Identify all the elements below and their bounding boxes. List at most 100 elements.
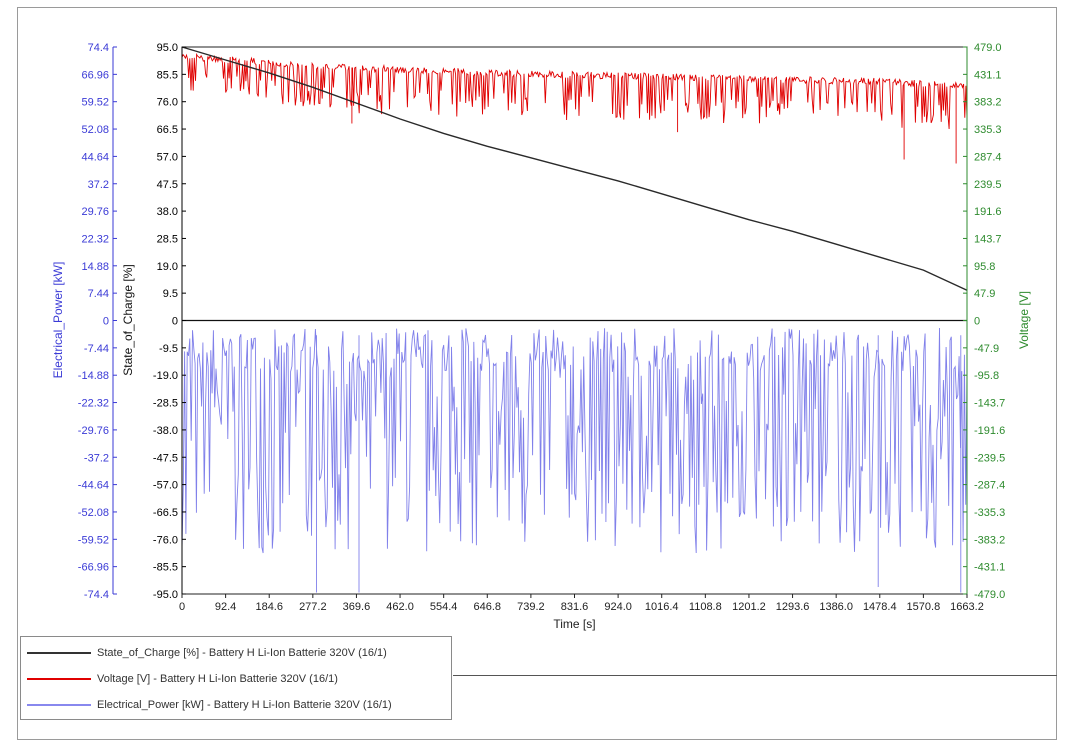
soc-tick-label: 85.5 (157, 69, 178, 81)
axis-power: 74.4 66.96 59.52 52.08 44.64 37.2 29.76 22.32 14… (78, 42, 117, 601)
axis-label-voltage: Voltage [V] (1017, 291, 1031, 349)
legend-item-soc: State_of_Charge [%] - Battery H Li-Ion B… (27, 643, 387, 663)
power-tick-label: 37.2 (88, 179, 109, 191)
voltage-tick-label: 431.1 (974, 69, 1002, 81)
soc-tick-label: -76.0 (153, 534, 178, 546)
power-tick-label: -44.64 (78, 480, 109, 492)
voltage-tick-label: 47.9 (974, 288, 995, 300)
x-tick-label: 369.6 (343, 601, 371, 613)
soc-tick-label: -95.0 (153, 589, 178, 601)
power-tick-label: -59.52 (78, 534, 109, 546)
soc-tick-label: 0 (172, 316, 178, 328)
soc-tick-label: 57.0 (157, 151, 178, 163)
power-line (181, 320, 968, 593)
x-tick-label: 554.4 (430, 601, 458, 613)
voltage-tick-label: 143.7 (974, 233, 1002, 245)
power-tick-label: -66.96 (78, 562, 109, 574)
legend-swatch-soc (27, 652, 91, 654)
x-tick-label: 1386.0 (819, 601, 853, 613)
power-tick-label: -29.76 (78, 425, 109, 437)
power-tick-label: 66.96 (81, 69, 109, 81)
soc-tick-label: -47.5 (153, 452, 178, 464)
x-tick-label: 0 (179, 601, 185, 613)
power-tick-label: 14.88 (81, 261, 109, 273)
legend-item-power: Electrical_Power [kW] - Battery H Li-Ion… (27, 695, 392, 715)
voltage-tick-label: 335.3 (974, 124, 1002, 136)
power-tick-label: 52.08 (81, 124, 109, 136)
soc-tick-label: 9.5 (163, 288, 178, 300)
power-tick-label: -7.44 (84, 343, 109, 355)
voltage-tick-label: 191.6 (974, 206, 1002, 218)
series-state-of-charge (181, 46, 968, 291)
soc-tick-label: 47.5 (157, 179, 178, 191)
voltage-tick-label: -335.3 (974, 507, 1005, 519)
power-tick-label: -14.88 (78, 370, 109, 382)
power-tick-label: 7.44 (88, 288, 109, 300)
voltage-tick-label: -191.6 (974, 425, 1005, 437)
power-tick-label: 0 (103, 316, 109, 328)
legend-label-power: Electrical_Power [kW] - Battery H Li-Ion… (97, 699, 392, 711)
voltage-tick-label: -383.2 (974, 534, 1005, 546)
legend: State_of_Charge [%] - Battery H Li-Ion B… (20, 636, 452, 720)
voltage-tick-label: -143.7 (974, 398, 1005, 410)
x-tick-label: 184.6 (255, 601, 283, 613)
voltage-tick-label: 287.4 (974, 151, 1002, 163)
x-tick-label: 92.4 (215, 601, 236, 613)
voltage-tick-label: 239.5 (974, 179, 1002, 191)
voltage-tick-label: 0 (974, 316, 980, 328)
power-tick-label: 29.76 (81, 206, 109, 218)
axis-label-time: Time [s] (553, 617, 595, 631)
voltage-tick-label: -95.8 (974, 370, 999, 382)
voltage-tick-label: 95.8 (974, 261, 995, 273)
power-tick-label: -37.2 (84, 452, 109, 464)
x-tick-label: 1108.8 (689, 601, 722, 613)
soc-tick-label: 38.0 (157, 206, 178, 218)
legend-label-soc: State_of_Charge [%] - Battery H Li-Ion B… (97, 647, 387, 659)
soc-tick-label: -9.5 (159, 343, 178, 355)
soc-line (181, 46, 968, 291)
plot-area (181, 46, 968, 595)
soc-tick-label: -19.0 (153, 370, 178, 382)
power-tick-label: 44.64 (81, 151, 109, 163)
power-tick-label: 59.52 (81, 97, 109, 109)
soc-tick-label: -38.0 (153, 425, 178, 437)
soc-tick-label: 28.5 (157, 233, 178, 245)
x-tick-label: 831.6 (561, 601, 589, 613)
legend-swatch-power (27, 704, 91, 706)
x-tick-label: 924.0 (604, 601, 632, 613)
x-tick-label: 462.0 (386, 601, 414, 613)
x-tick-label: 1663.2 (950, 601, 984, 613)
x-tick-label: 1478.4 (863, 601, 897, 613)
power-tick-label: -52.08 (78, 507, 109, 519)
x-tick-label: 277.2 (299, 601, 327, 613)
voltage-tick-label: -287.4 (974, 480, 1005, 492)
legend-swatch-voltage (27, 678, 91, 680)
series-electrical-power (181, 320, 968, 593)
x-tick-label: 1201.2 (732, 601, 766, 613)
axis-label-power: Electrical_Power [kW] (51, 262, 65, 379)
soc-tick-label: 66.5 (157, 124, 178, 136)
x-tick-label: 646.8 (474, 601, 502, 613)
soc-tick-label: -66.5 (153, 507, 178, 519)
power-tick-label: 22.32 (81, 233, 109, 245)
electrical-chart: 74.4 66.96 59.52 52.08 44.64 37.2 29.76 22.32 14… (51, 42, 1031, 631)
soc-tick-label: -28.5 (153, 398, 178, 410)
divider (453, 675, 1057, 676)
x-tick-label: 739.2 (517, 601, 545, 613)
power-tick-label: 74.4 (88, 42, 109, 54)
voltage-line (181, 52, 968, 164)
voltage-tick-label: 383.2 (974, 97, 1002, 109)
soc-tick-label: 19.0 (157, 261, 178, 273)
axis-label-soc: State_of_Charge [%] (121, 264, 135, 375)
legend-item-voltage: Voltage [V] - Battery H Li-Ion Batterie … (27, 669, 338, 689)
voltage-tick-label: -479.0 (974, 589, 1005, 601)
voltage-tick-label: -239.5 (974, 452, 1005, 464)
power-tick-label: -74.4 (84, 589, 109, 601)
x-tick-label: 1293.6 (776, 601, 810, 613)
voltage-tick-label: -431.1 (974, 562, 1005, 574)
soc-tick-label: 95.0 (157, 42, 178, 54)
legend-label-voltage: Voltage [V] - Battery H Li-Ion Batterie … (97, 673, 338, 685)
axis-time: 0 92.4 184.6 277.2 369.6 462.0 554.4 646.8 739.2… (179, 594, 984, 613)
soc-tick-label: -85.5 (153, 562, 178, 574)
soc-tick-label: 76.0 (157, 97, 178, 109)
